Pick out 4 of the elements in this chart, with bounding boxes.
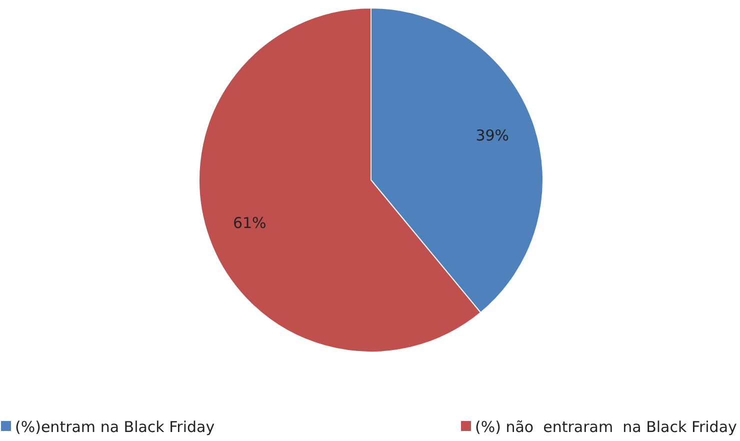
data-label: 39% xyxy=(476,126,510,144)
data-label: 61% xyxy=(232,214,266,232)
legend-label: (%) não entraram na Black Friday xyxy=(475,418,738,436)
legend-label: (%)entram na Black Friday xyxy=(15,418,215,436)
